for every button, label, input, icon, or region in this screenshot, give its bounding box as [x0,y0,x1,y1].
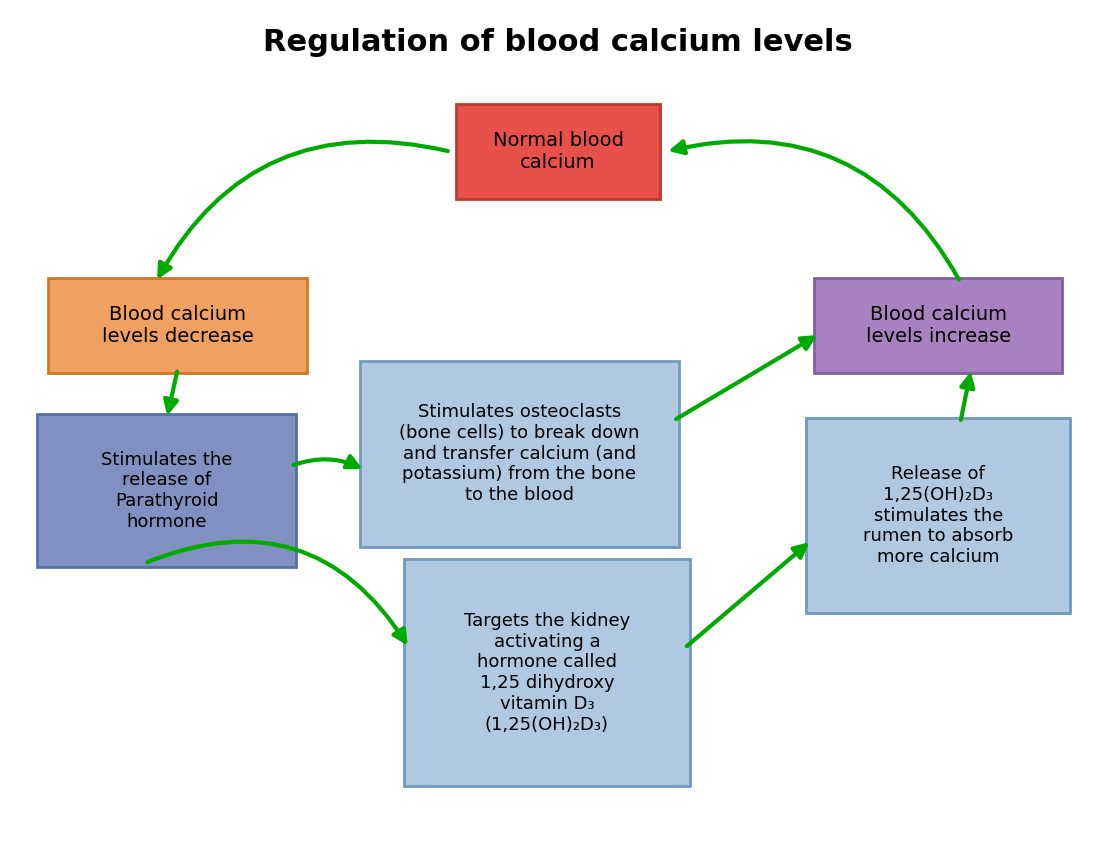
FancyBboxPatch shape [815,278,1062,373]
Text: Normal blood
calcium: Normal blood calcium [492,131,624,172]
FancyBboxPatch shape [48,278,307,373]
Text: Blood calcium
levels decrease: Blood calcium levels decrease [102,305,253,346]
FancyBboxPatch shape [37,415,296,568]
FancyBboxPatch shape [456,104,660,199]
Text: Stimulates the
release of
Parathyroid
hormone: Stimulates the release of Parathyroid ho… [102,451,232,531]
Text: Blood calcium
levels increase: Blood calcium levels increase [866,305,1011,346]
Text: Regulation of blood calcium levels: Regulation of blood calcium levels [263,28,853,56]
Text: Stimulates osteoclasts
(bone cells) to break down
and transfer calcium (and
pota: Stimulates osteoclasts (bone cells) to b… [400,403,639,505]
Text: Release of
1,25(OH)₂D₃
stimulates the
rumen to absorb
more calcium: Release of 1,25(OH)₂D₃ stimulates the ru… [863,465,1013,566]
FancyBboxPatch shape [806,419,1070,613]
FancyBboxPatch shape [359,361,680,547]
FancyBboxPatch shape [404,559,691,786]
Text: Targets the kidney
activating a
hormone called
1,25 dihydroxy
vitamin D₃
(1,25(O: Targets the kidney activating a hormone … [464,611,631,733]
